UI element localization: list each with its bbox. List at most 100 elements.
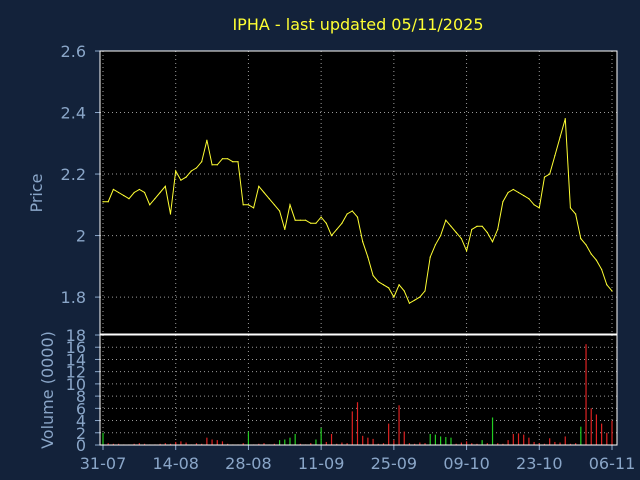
volume-bar <box>398 405 400 445</box>
price-data-point <box>388 287 390 289</box>
volume-bar <box>247 431 250 445</box>
price-data-point <box>299 219 301 221</box>
price-data-point <box>185 176 187 178</box>
price-data-point <box>549 173 551 175</box>
price-data-point <box>216 164 218 166</box>
volume-bar <box>424 443 426 445</box>
volume-bar <box>538 443 540 445</box>
volume-bar <box>273 443 275 445</box>
volume-bar <box>440 436 442 445</box>
price-data-point <box>112 188 114 191</box>
volume-bar <box>590 408 592 445</box>
volume-bar <box>543 443 546 445</box>
volume-bar <box>471 443 473 445</box>
volume-tick-label: 12 <box>66 363 86 382</box>
volume-bar <box>512 434 514 445</box>
price-data-point <box>533 204 535 206</box>
price-data-point <box>253 207 255 209</box>
price-data-point <box>595 259 598 261</box>
price-data-point <box>169 213 172 215</box>
price-data-point <box>268 198 270 200</box>
price-data-point <box>320 216 322 218</box>
volume-bar <box>258 443 260 445</box>
volume-bar <box>434 434 437 445</box>
volume-bar <box>284 439 286 445</box>
price-data-point <box>149 204 151 206</box>
price-tick-label: 1.8 <box>61 288 86 307</box>
price-data-point <box>585 244 587 246</box>
volume-bar <box>263 443 265 445</box>
price-tick-label: 2.6 <box>61 42 86 61</box>
volume-bar <box>107 443 109 445</box>
volume-bar <box>569 443 572 445</box>
price-data-point <box>232 161 234 163</box>
volume-bar <box>419 442 421 445</box>
price-data-point <box>221 158 224 160</box>
volume-bar <box>554 441 556 445</box>
volume-bar <box>206 437 208 445</box>
price-data-point <box>351 210 353 212</box>
volume-bar <box>481 440 483 445</box>
price-data-point <box>133 191 135 194</box>
volume-bar <box>372 438 374 445</box>
volume-bar <box>185 442 187 445</box>
volume-bar <box>559 442 561 445</box>
x-tick-label: 14-08 <box>152 454 199 473</box>
price-data-point <box>117 191 120 194</box>
x-tick-label: 11-09 <box>298 454 345 473</box>
price-data-point <box>528 198 530 200</box>
price-data-point <box>247 204 250 206</box>
volume-bar <box>169 443 172 445</box>
volume-tick-label: 10 <box>66 375 86 394</box>
volume-bar <box>595 414 598 445</box>
volume-bar <box>299 443 301 445</box>
price-data-point <box>580 238 582 240</box>
price-data-point <box>346 213 348 215</box>
price-data-point <box>440 234 442 237</box>
price-panel: 2.6 2.4 2.2 2 1.8 <box>61 42 618 335</box>
volume-bar <box>211 439 213 445</box>
volume-bar <box>507 440 509 445</box>
price-data-point <box>491 241 494 243</box>
price-data-point <box>497 228 499 231</box>
price-data-point <box>336 228 338 231</box>
price-data-point <box>481 225 483 227</box>
price-data-point <box>304 219 307 221</box>
volume-bar <box>195 443 198 445</box>
price-data-point <box>289 204 291 206</box>
price-plot-area <box>100 51 617 334</box>
volume-bar <box>336 443 338 445</box>
price-data-point <box>398 284 400 286</box>
volume-bar <box>497 443 499 445</box>
volume-bar <box>585 344 587 445</box>
volume-bar <box>175 441 177 445</box>
price-data-point <box>414 299 416 301</box>
price-data-point <box>180 179 182 181</box>
volume-bar <box>382 443 385 445</box>
price-data-point <box>517 191 520 194</box>
volume-bar <box>408 443 411 445</box>
volume-bar <box>486 443 488 445</box>
volume-bar <box>377 443 379 445</box>
volume-bar <box>164 443 166 445</box>
price-data-point <box>455 231 457 234</box>
volume-bar <box>414 443 416 445</box>
price-data-point <box>606 284 608 286</box>
price-data-point <box>377 281 379 283</box>
price-data-point <box>611 290 613 292</box>
price-data-point <box>175 170 177 172</box>
price-data-point <box>601 268 603 271</box>
volume-bar <box>393 440 395 445</box>
volume-bar <box>159 443 161 445</box>
volume-bar <box>575 443 577 445</box>
price-data-point <box>211 164 213 166</box>
price-data-point <box>434 244 437 246</box>
price-data-point <box>564 118 566 120</box>
price-data-point <box>512 188 514 191</box>
volume-bar <box>315 439 317 445</box>
volume-axis-label: Volume (0000) <box>38 331 57 449</box>
price-data-point <box>538 207 540 209</box>
price-data-point <box>382 284 385 286</box>
